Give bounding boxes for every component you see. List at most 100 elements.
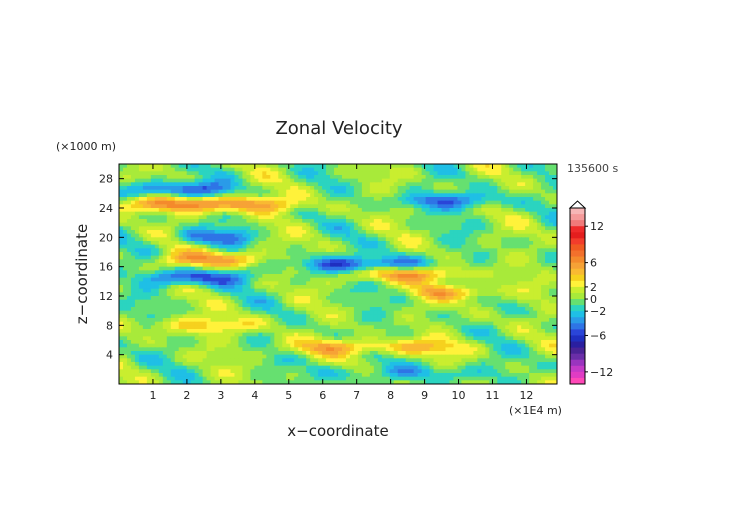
heatmap-cell <box>322 244 327 249</box>
heatmap-cell <box>533 230 538 235</box>
heatmap-cell <box>134 277 140 282</box>
heatmap-cell <box>202 164 208 169</box>
heatmap-cell <box>222 310 228 315</box>
heatmap-cell <box>302 186 307 191</box>
heatmap-cell <box>529 164 534 169</box>
heatmap-cell <box>341 252 347 257</box>
heatmap-cell <box>385 263 391 268</box>
heatmap-cell <box>266 314 271 319</box>
heatmap-cell <box>226 314 232 319</box>
heatmap-cell <box>397 204 403 209</box>
heatmap-cell <box>202 252 208 257</box>
heatmap-cell <box>198 244 204 249</box>
heatmap-cell <box>186 208 192 213</box>
heatmap-cell <box>485 204 490 209</box>
heatmap-cell <box>250 164 255 169</box>
heatmap-cell <box>170 226 176 231</box>
heatmap-cell <box>150 292 156 297</box>
heatmap-cell <box>270 285 275 290</box>
heatmap-cell <box>286 193 291 198</box>
heatmap-cell <box>258 255 263 260</box>
heatmap-cell <box>489 222 494 227</box>
heatmap-cell <box>345 222 351 227</box>
heatmap-cell <box>393 292 399 297</box>
heatmap-cell <box>222 164 228 169</box>
heatmap-cell <box>198 226 204 231</box>
heatmap-cell <box>485 277 490 282</box>
heatmap-cell <box>246 288 251 293</box>
heatmap-cell <box>166 211 172 216</box>
heatmap-cell <box>461 164 467 169</box>
heatmap-cell <box>326 215 331 220</box>
heatmap-cell <box>126 244 132 249</box>
heatmap-cell <box>409 259 415 264</box>
heatmap-cell <box>553 285 557 290</box>
heatmap-cell <box>493 197 498 202</box>
heatmap-cell <box>473 259 478 264</box>
heatmap-cell <box>226 288 232 293</box>
heatmap-cell <box>270 175 275 180</box>
heatmap-cell <box>210 303 216 308</box>
heatmap-cell <box>294 178 299 183</box>
heatmap-cell <box>262 321 267 326</box>
heatmap-cell <box>361 164 367 169</box>
heatmap-cell <box>198 274 204 279</box>
heatmap-cell <box>210 193 216 198</box>
heatmap-cell <box>341 237 347 242</box>
heatmap-cell <box>119 314 124 319</box>
heatmap-cell <box>310 204 315 209</box>
heatmap-cell <box>314 270 319 275</box>
heatmap-cell <box>445 230 451 235</box>
heatmap-cell <box>314 204 319 209</box>
heatmap-cell <box>126 189 132 194</box>
heatmap-cell <box>222 215 228 220</box>
heatmap-cell <box>282 171 287 176</box>
heatmap-cell <box>202 171 208 176</box>
heatmap-cell <box>373 307 379 312</box>
heatmap-cell <box>477 274 482 279</box>
heatmap-cell <box>222 259 228 264</box>
heatmap-cell <box>266 270 271 275</box>
heatmap-cell <box>234 193 240 198</box>
heatmap-cell <box>493 325 498 330</box>
heatmap-cell <box>214 200 220 205</box>
heatmap-cell <box>541 248 546 253</box>
heatmap-cell <box>377 310 383 315</box>
heatmap-cell <box>254 230 259 235</box>
heatmap-cell <box>270 288 275 293</box>
heatmap-cell <box>226 219 232 224</box>
heatmap-cell <box>194 167 200 172</box>
heatmap-cell <box>182 292 188 297</box>
heatmap-cell <box>365 197 371 202</box>
heatmap-cell <box>461 241 467 246</box>
heatmap-cell <box>194 197 200 202</box>
heatmap-cell <box>270 233 275 238</box>
heatmap-cell <box>529 186 534 191</box>
heatmap-cell <box>178 222 184 227</box>
heatmap-cell <box>326 193 331 198</box>
heatmap-cell <box>369 292 375 297</box>
heatmap-cell <box>246 193 251 198</box>
heatmap-cell <box>541 233 546 238</box>
heatmap-cell <box>246 270 251 275</box>
heatmap-cell <box>533 189 538 194</box>
heatmap-cell <box>365 237 371 242</box>
heatmap-cell <box>330 233 335 238</box>
heatmap-cell <box>122 186 128 191</box>
heatmap-cell <box>119 296 124 301</box>
heatmap-cell <box>349 266 355 271</box>
heatmap-cell <box>162 186 168 191</box>
heatmap-cell <box>341 303 347 308</box>
heatmap-cell <box>258 167 263 172</box>
heatmap-cell <box>330 186 335 191</box>
heatmap-cell <box>361 270 367 275</box>
heatmap-cell <box>242 329 248 334</box>
heatmap-cell <box>377 277 383 282</box>
heatmap-cell <box>186 259 192 264</box>
heatmap-cell <box>154 244 160 249</box>
heatmap-cell <box>481 321 486 326</box>
heatmap-cell <box>533 303 538 308</box>
heatmap-cell <box>477 167 482 172</box>
heatmap-cell <box>186 296 192 301</box>
heatmap-cell <box>409 204 415 209</box>
